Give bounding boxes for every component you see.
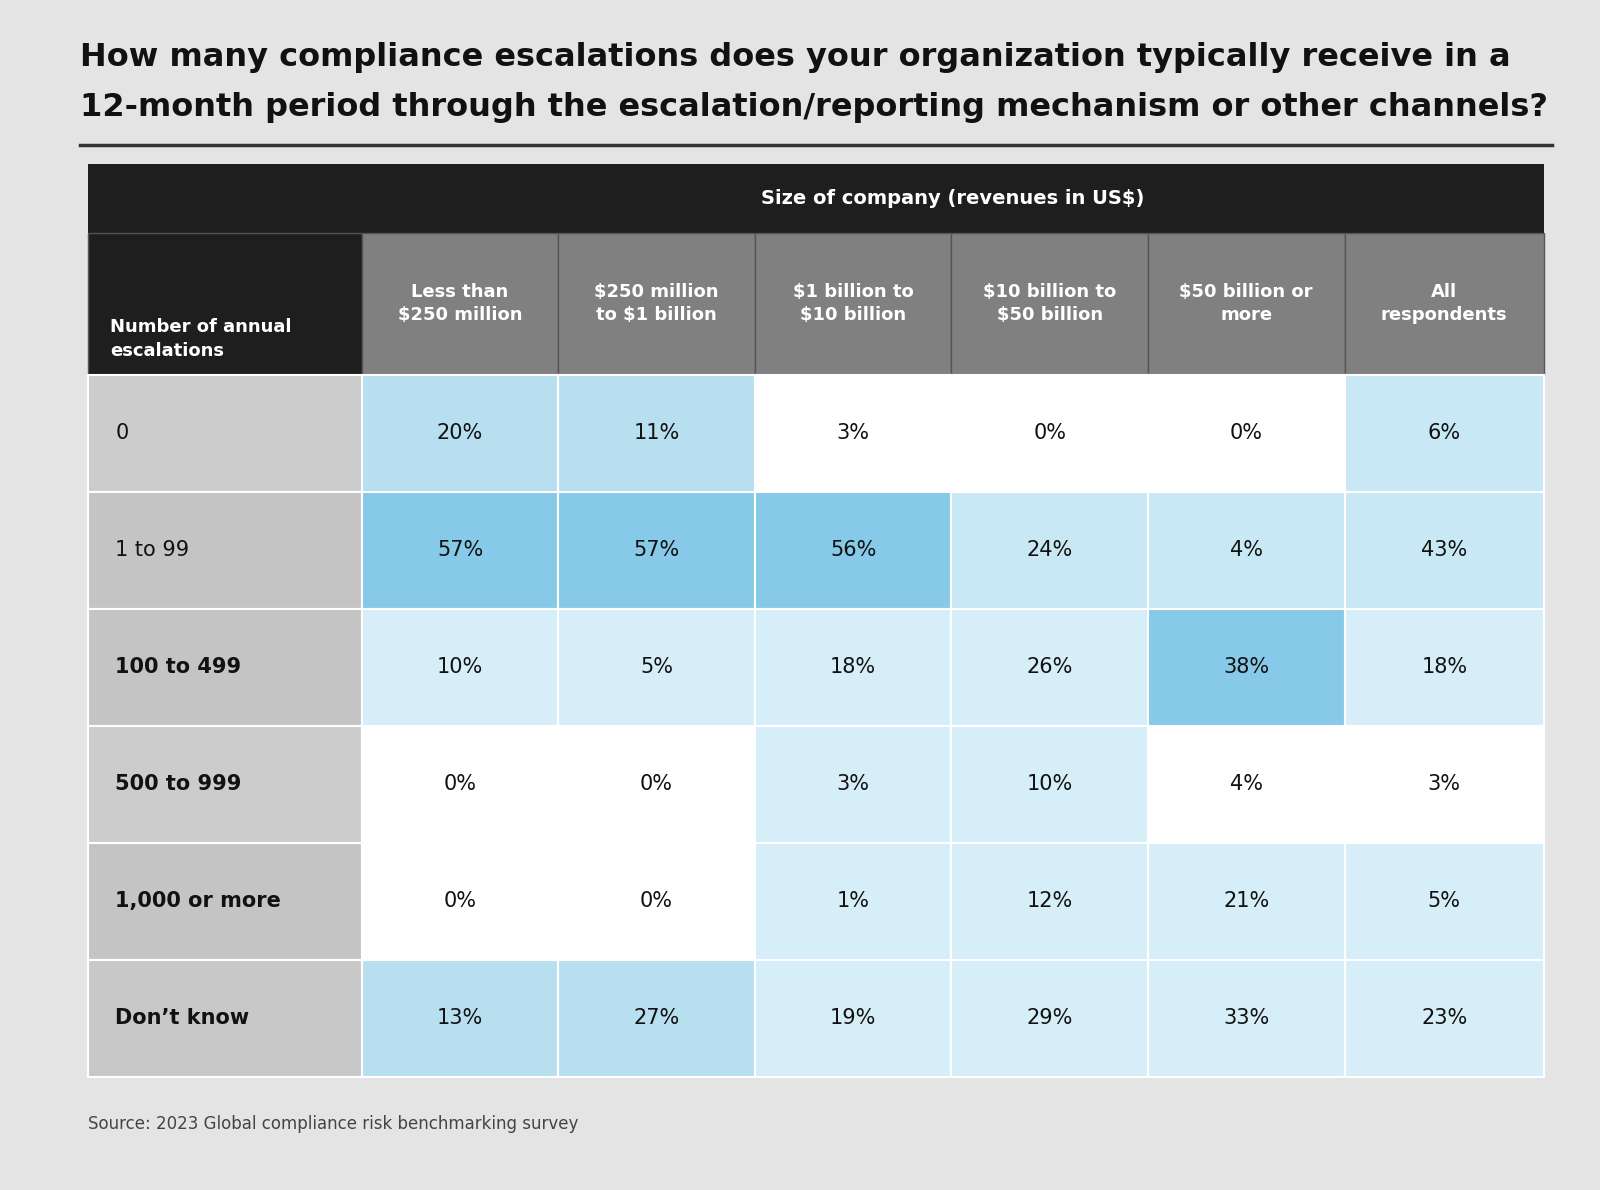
Text: 21%: 21%	[1222, 891, 1269, 912]
Text: 23%: 23%	[1421, 1008, 1467, 1028]
Text: 56%: 56%	[830, 540, 877, 560]
Text: 5%: 5%	[640, 657, 674, 677]
Text: Size of company (revenues in US$): Size of company (revenues in US$)	[762, 189, 1144, 208]
Text: 43%: 43%	[1421, 540, 1467, 560]
Text: 3%: 3%	[837, 775, 870, 794]
Text: 0: 0	[115, 424, 128, 443]
Text: 1 to 99: 1 to 99	[115, 540, 189, 560]
Text: 500 to 999: 500 to 999	[115, 775, 242, 794]
Text: $10 billion to
$50 billion: $10 billion to $50 billion	[982, 283, 1117, 324]
Text: 0%: 0%	[1034, 424, 1066, 443]
Text: 4%: 4%	[1230, 775, 1262, 794]
Text: 0%: 0%	[443, 891, 477, 912]
Text: Number of annual
escalations: Number of annual escalations	[110, 319, 291, 359]
Text: 57%: 57%	[634, 540, 680, 560]
Text: 10%: 10%	[437, 657, 483, 677]
Text: $250 million
to $1 billion: $250 million to $1 billion	[594, 283, 718, 324]
Text: 1%: 1%	[837, 891, 870, 912]
Text: All
respondents: All respondents	[1381, 283, 1507, 324]
Text: 19%: 19%	[830, 1008, 877, 1028]
Text: $1 billion to
$10 billion: $1 billion to $10 billion	[792, 283, 914, 324]
Text: 12-month period through the escalation/reporting mechanism or other channels?: 12-month period through the escalation/r…	[80, 92, 1549, 123]
Text: 33%: 33%	[1222, 1008, 1269, 1028]
Text: 4%: 4%	[1230, 540, 1262, 560]
Text: 0%: 0%	[1230, 424, 1262, 443]
Text: 29%: 29%	[1027, 1008, 1074, 1028]
Text: 20%: 20%	[437, 424, 483, 443]
Text: Source: 2023 Global compliance risk benchmarking survey: Source: 2023 Global compliance risk benc…	[88, 1115, 578, 1133]
Text: 0%: 0%	[640, 891, 674, 912]
Text: 0%: 0%	[443, 775, 477, 794]
Text: Don’t know: Don’t know	[115, 1008, 250, 1028]
Text: How many compliance escalations does your organization typically receive in a: How many compliance escalations does you…	[80, 42, 1510, 73]
Text: 24%: 24%	[1027, 540, 1074, 560]
Text: 13%: 13%	[437, 1008, 483, 1028]
Text: 38%: 38%	[1222, 657, 1269, 677]
Text: 0%: 0%	[640, 775, 674, 794]
Text: Less than
$250 million: Less than $250 million	[398, 283, 522, 324]
Text: 18%: 18%	[830, 657, 877, 677]
Text: 18%: 18%	[1421, 657, 1467, 677]
Text: 11%: 11%	[634, 424, 680, 443]
Text: 27%: 27%	[634, 1008, 680, 1028]
Text: 6%: 6%	[1427, 424, 1461, 443]
Text: 57%: 57%	[437, 540, 483, 560]
Text: 10%: 10%	[1027, 775, 1074, 794]
Text: 100 to 499: 100 to 499	[115, 657, 242, 677]
Text: 26%: 26%	[1027, 657, 1074, 677]
Text: 3%: 3%	[1427, 775, 1461, 794]
Text: 1,000 or more: 1,000 or more	[115, 891, 282, 912]
Text: 5%: 5%	[1427, 891, 1461, 912]
Text: 3%: 3%	[837, 424, 870, 443]
Text: $50 billion or
more: $50 billion or more	[1179, 283, 1314, 324]
Text: 12%: 12%	[1027, 891, 1074, 912]
